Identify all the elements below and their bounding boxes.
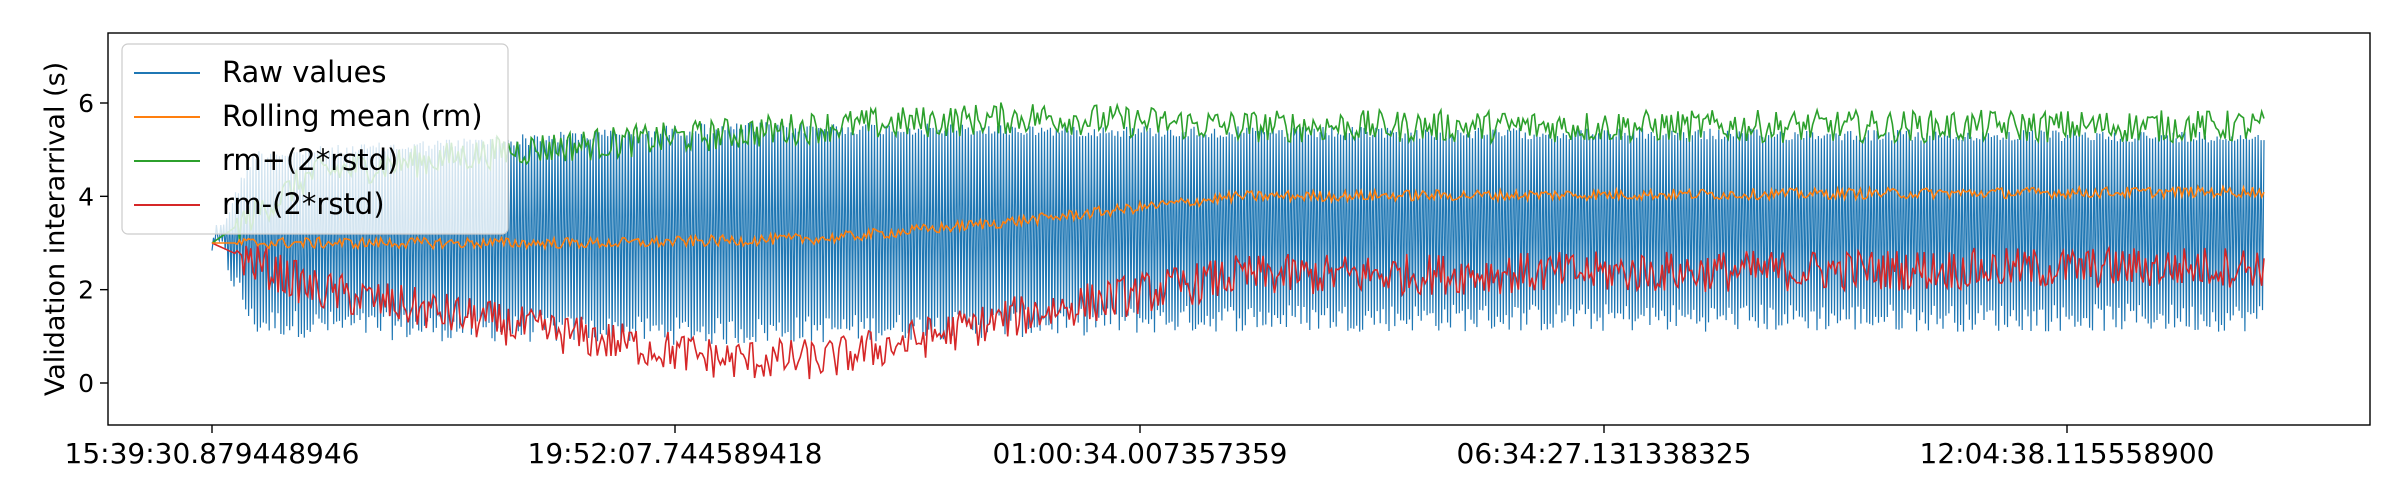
series-lower-band [211,242,2265,380]
y-axis: 0 2 4 6 [78,89,108,398]
series-rolling-mean [212,184,2265,251]
plot-frame [107,32,2371,426]
legend-box [121,43,509,235]
x-tick-label: 01:00:34.007357359 [993,437,1288,470]
x-tick-label: 15:39:30.879448946 [65,437,360,470]
legend-label: rm+(2*rstd) [222,143,398,177]
plot-area [211,102,2265,380]
y-tick-label: 4 [78,182,94,211]
legend-label: rm-(2*rstd) [222,187,385,221]
y-tick-label: 6 [78,89,94,118]
y-tick-label: 0 [78,369,94,398]
series-raw-values [211,121,2265,345]
x-tick-label: 12:04:38.115558900 [1920,437,2215,470]
y-tick-label: 2 [78,276,94,305]
x-tick-label: 06:34:27.131338325 [1457,437,1752,470]
x-axis: 15:39:30.879448946 19:52:07.744589418 01:0… [65,425,2215,470]
x-tick-label: 19:52:07.744589418 [528,437,823,470]
series-upper-band [211,102,2265,244]
y-axis-label: Validation interarrival (s) [40,62,71,396]
legend-label: Rolling mean (rm) [222,99,483,133]
legend-label: Raw values [222,55,387,89]
legend: Raw values Rolling mean (rm) rm+(2*rstd) rm… [121,43,509,235]
